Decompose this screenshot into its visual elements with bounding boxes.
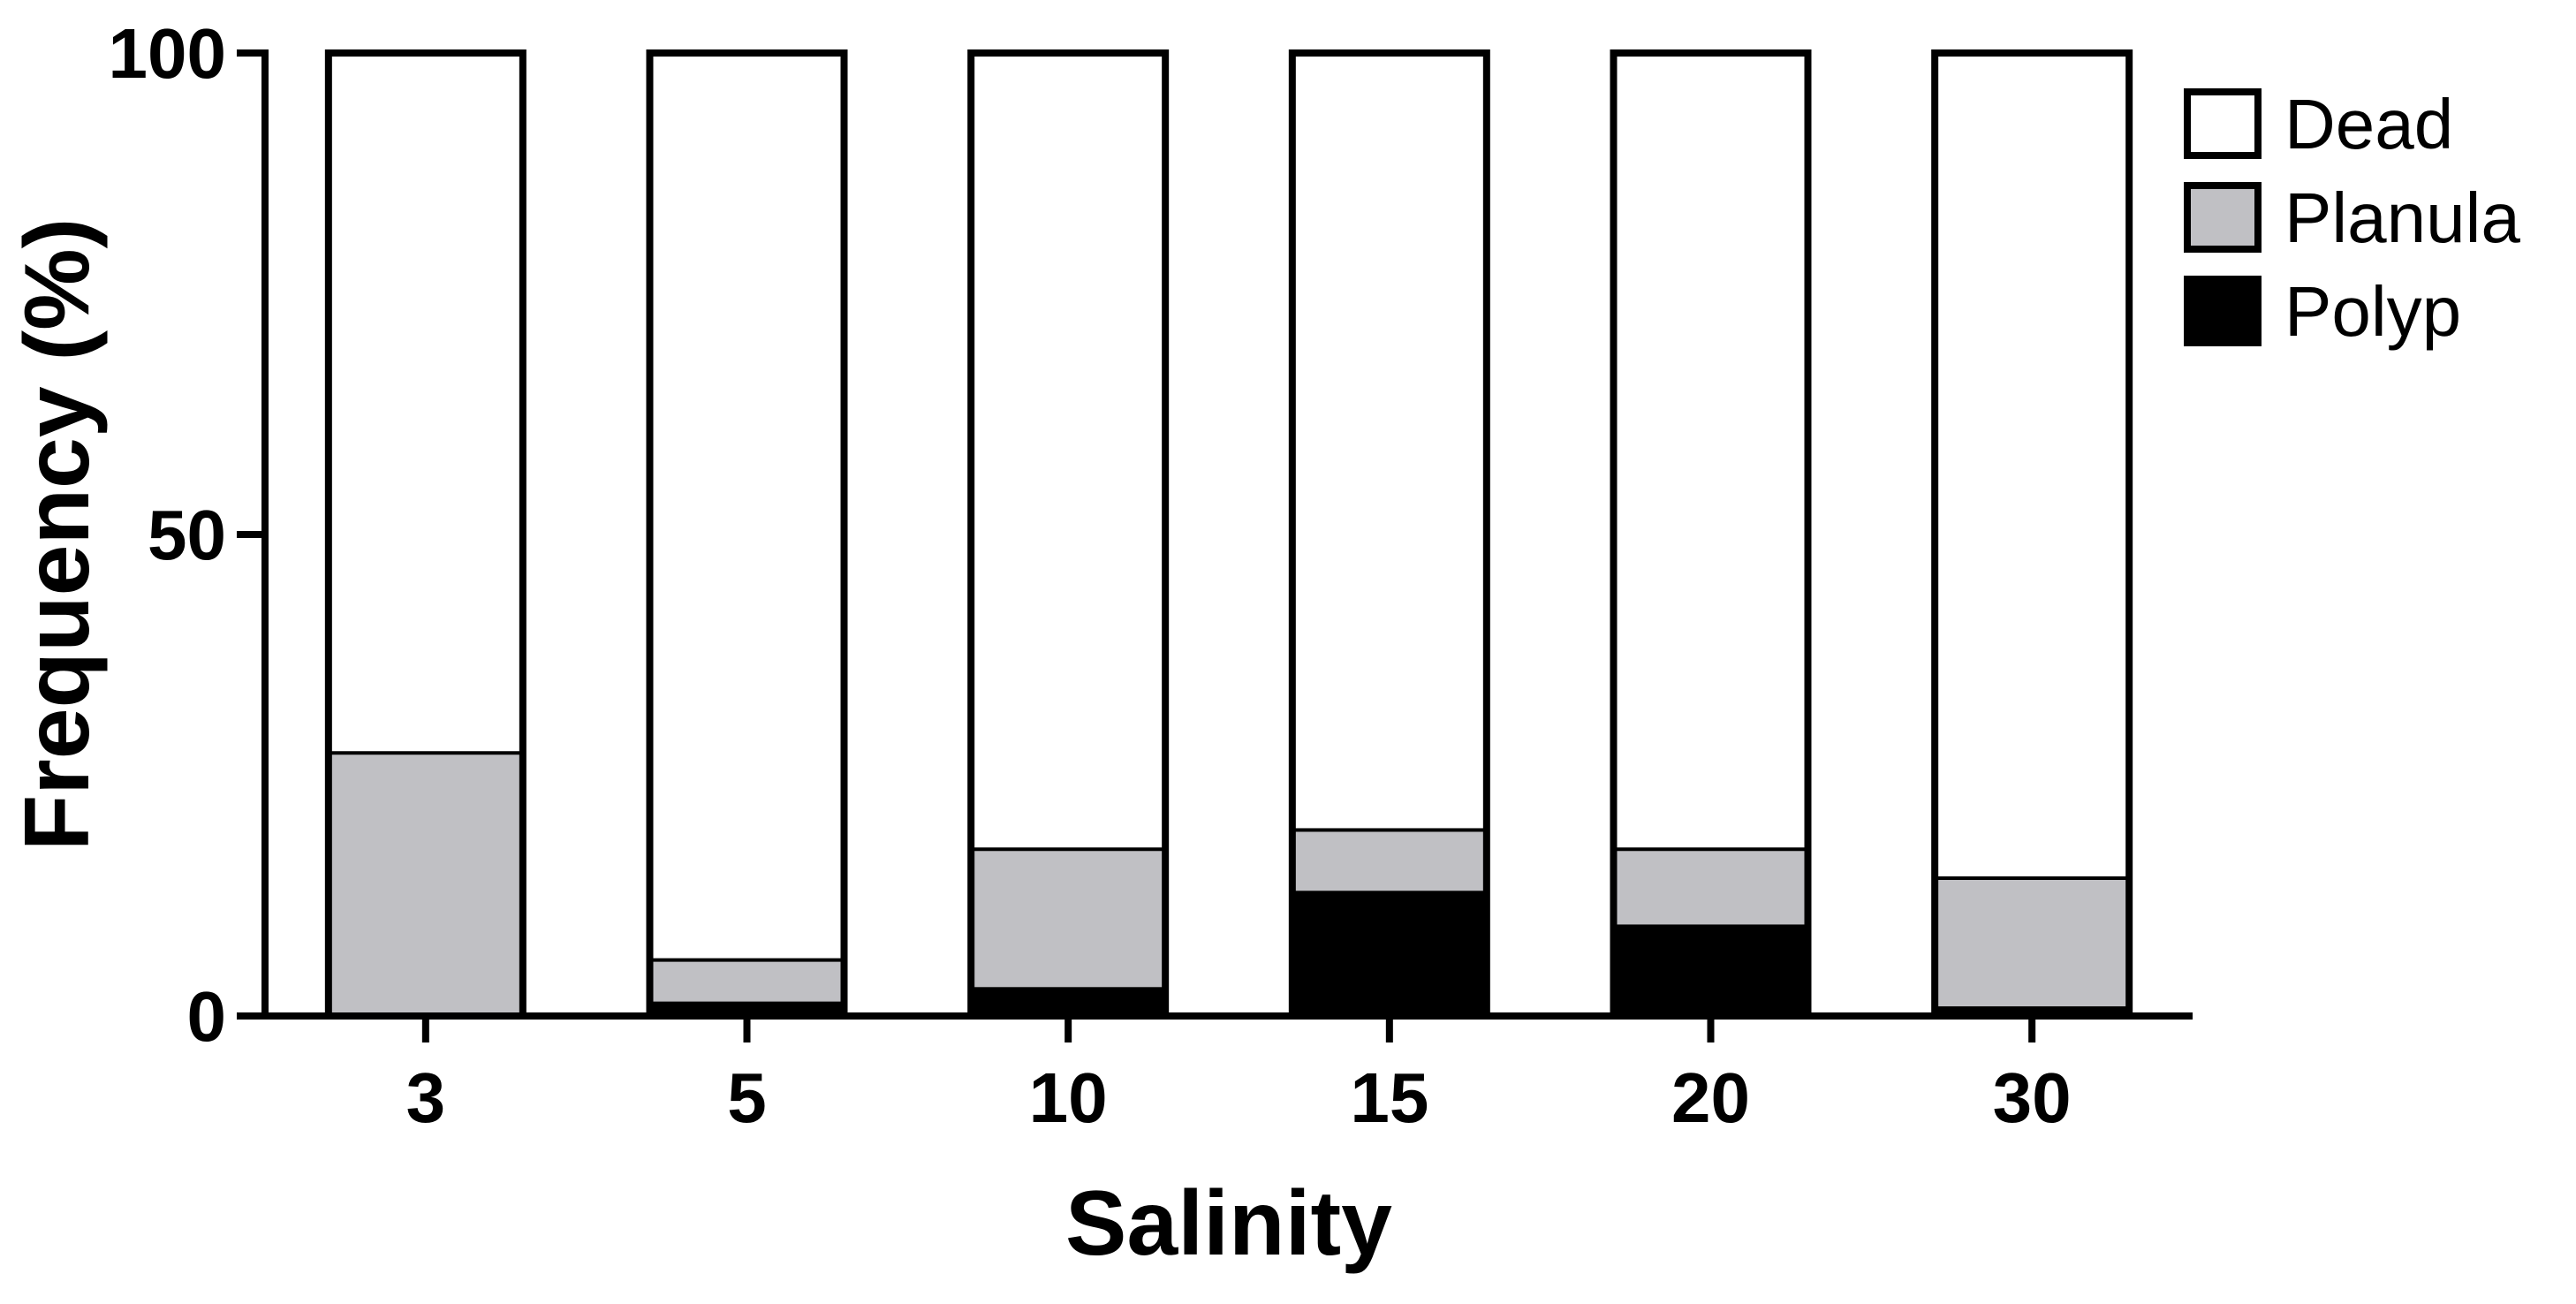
- bar-segment-dead-20: [1613, 53, 1808, 848]
- bar-segment-dead-3: [328, 53, 523, 752]
- bar-segment-polyp-30: [1935, 1006, 2130, 1016]
- legend-swatch-dead: [2184, 88, 2262, 159]
- legend-label-polyp: Polyp: [2284, 272, 2461, 351]
- y-axis-title: Frequency (%): [6, 218, 109, 852]
- y-tick-label-0: 0: [187, 977, 227, 1056]
- bar-segment-planula-5: [649, 958, 845, 1002]
- bars-layer: [324, 49, 2133, 1020]
- x-axis-title: Salinity: [1065, 1172, 1392, 1275]
- x-tick-label-3: 3: [406, 1058, 446, 1137]
- x-tick-label-20: 20: [1671, 1058, 1750, 1137]
- bar-segment-polyp-5: [649, 1001, 845, 1016]
- bar-segment-dead-15: [1292, 53, 1487, 829]
- x-tick-label-5: 5: [727, 1058, 767, 1137]
- bar-segment-dead-10: [971, 53, 1166, 848]
- bar-segment-planula-30: [1935, 876, 2130, 1007]
- bar-segment-dead-30: [1935, 53, 2130, 876]
- legend-label-planula: Planula: [2284, 178, 2520, 257]
- axes-layer: [261, 49, 2193, 1020]
- bar-segment-polyp-20: [1613, 924, 1808, 1016]
- bar-segment-planula-15: [1292, 828, 1487, 891]
- legend-swatch-planula: [2184, 182, 2262, 253]
- bar-segment-planula-10: [971, 847, 1166, 988]
- bar-segment-dead-5: [649, 53, 845, 959]
- x-tick-label-30: 30: [1993, 1058, 2072, 1137]
- bar-segment-polyp-15: [1292, 891, 1487, 1016]
- legend-swatch-polyp: [2184, 276, 2262, 346]
- x-tick-label-10: 10: [1029, 1058, 1108, 1137]
- y-tick-label-100: 100: [109, 14, 226, 93]
- x-ticks: 3 5 10 15 20 30: [406, 1016, 2072, 1137]
- bar-segment-polyp-10: [971, 987, 1166, 1016]
- bar-segment-planula-20: [1613, 847, 1808, 925]
- legend: Dead Planula Polyp: [2184, 85, 2520, 351]
- legend-label-dead: Dead: [2284, 85, 2453, 163]
- y-tick-label-50: 50: [148, 496, 226, 574]
- x-tick-label-15: 15: [1350, 1058, 1428, 1137]
- bar-segment-planula-3: [328, 751, 523, 1016]
- y-ticks: 0 50 100: [109, 14, 265, 1056]
